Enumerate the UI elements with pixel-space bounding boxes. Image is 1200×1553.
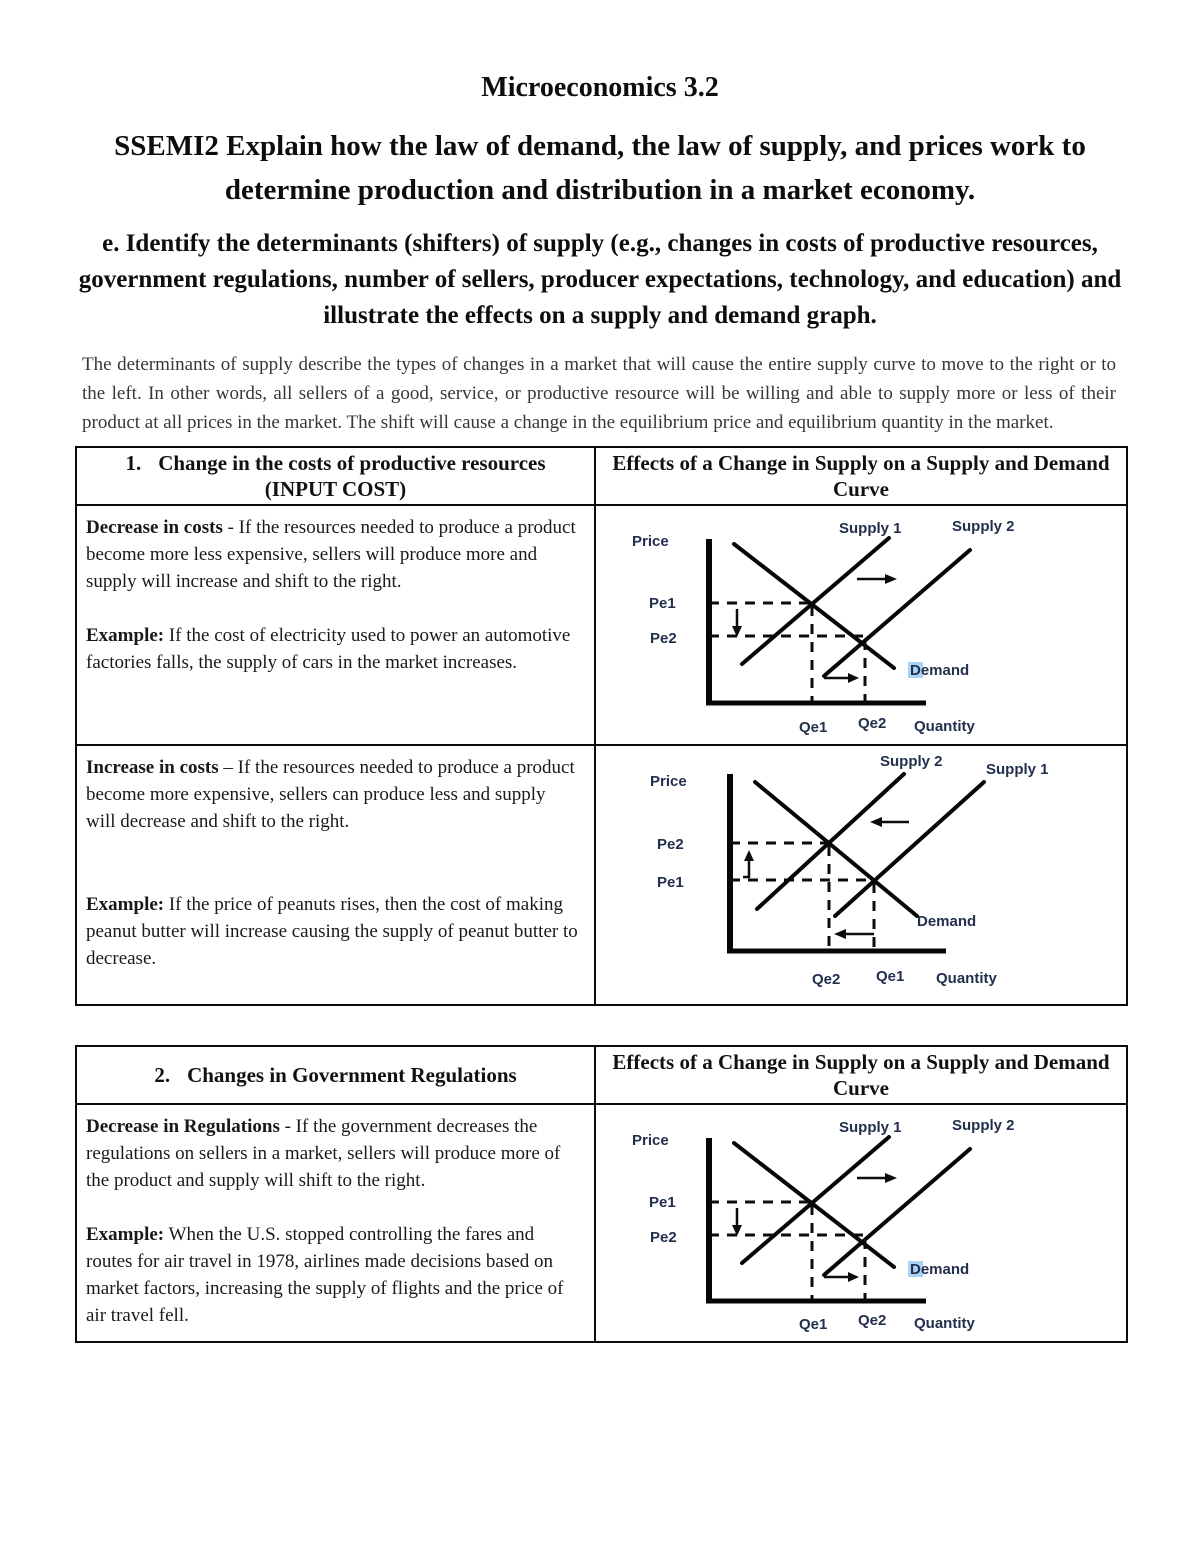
pe2-label: Pe2 bbox=[650, 1229, 677, 1246]
increase-costs-definition: Increase in costs – If the resources nee… bbox=[86, 757, 575, 832]
element-heading: e. Identify the determinants (shifters) … bbox=[78, 230, 1122, 329]
table-government-regulations: 2. Changes in Government Regulations Effe… bbox=[75, 1045, 1128, 1343]
supply-decrease-graph: Price Supply 2 Supply 1 bbox=[650, 753, 1049, 988]
quantity-axis-label: Quantity bbox=[914, 1315, 975, 1332]
quantity-right-arrow bbox=[824, 1272, 859, 1282]
decrease-regulations-definition: Decrease in Regulations - If the governm… bbox=[86, 1116, 561, 1191]
qe1-label: Qe1 bbox=[799, 1316, 827, 1333]
demand-label: Demand bbox=[910, 1261, 969, 1278]
demand-curve bbox=[732, 542, 896, 670]
page-title: Microeconomics 3.2 bbox=[481, 72, 719, 103]
pe2-label: Pe2 bbox=[650, 630, 677, 647]
price-down-arrow bbox=[732, 609, 742, 637]
supply2-label: Supply 2 bbox=[952, 518, 1015, 535]
supply1-curve bbox=[833, 780, 986, 918]
shift-left-arrow bbox=[870, 817, 909, 827]
supply-increase-graph-cell-1: Price Supply 1 Supply 2 bbox=[594, 504, 1128, 746]
supply-increase-graph-cell-2: Price Supply 1 Supply 2 bbox=[594, 1103, 1128, 1343]
quantity-axis-label: Quantity bbox=[914, 718, 975, 735]
increase-costs-term: Increase in costs bbox=[86, 757, 219, 778]
table-2-topic-header: 2. Changes in Government Regulations bbox=[75, 1045, 596, 1105]
qe2-label: Qe2 bbox=[858, 1312, 886, 1329]
qe2-label: Qe2 bbox=[858, 715, 886, 732]
supply-increase-graph-1: Price Supply 1 Supply 2 bbox=[632, 518, 1015, 736]
quantity-right-arrow bbox=[824, 673, 859, 683]
shift-right-arrow bbox=[857, 1173, 897, 1183]
supply1-curve bbox=[740, 536, 891, 666]
supply1-label: Supply 1 bbox=[986, 761, 1049, 778]
supply2-curve bbox=[755, 772, 906, 911]
table-1-row-increase-costs: Increase in costs – If the resources nee… bbox=[75, 744, 1128, 1006]
table-1-row-decrease-costs: Decrease in costs - If the resources nee… bbox=[75, 504, 1128, 746]
supply1-label: Supply 1 bbox=[839, 520, 902, 537]
decrease-regulations-cell: Decrease in Regulations - If the governm… bbox=[75, 1103, 596, 1343]
quantity-axis-label: Quantity bbox=[936, 970, 997, 987]
supply1-label: Supply 1 bbox=[839, 1119, 902, 1136]
table-1-title: Change in the costs of productive resour… bbox=[158, 451, 546, 501]
table-2-effects-header: Effects of a Change in Supply on a Suppl… bbox=[594, 1045, 1128, 1105]
price-down-arrow bbox=[732, 1208, 742, 1236]
table-2-row-decrease-regulations: Decrease in Regulations - If the governm… bbox=[75, 1103, 1128, 1343]
table-2-number: 2. bbox=[154, 1063, 171, 1087]
supply-increase-graph-2: Price Supply 1 Supply 2 bbox=[632, 1117, 1015, 1333]
pe1-label: Pe1 bbox=[657, 874, 684, 891]
pe2-label: Pe2 bbox=[657, 836, 684, 853]
pe1-label: Pe1 bbox=[649, 595, 676, 612]
table-1-topic-header: 1. Change in the costs of productive reso… bbox=[75, 446, 596, 506]
increase-costs-cell: Increase in costs – If the resources nee… bbox=[75, 744, 596, 1006]
supply1-curve bbox=[740, 1135, 891, 1265]
decrease-costs-definition: Decrease in costs - If the resources nee… bbox=[86, 517, 576, 592]
decrease-costs-example: Example: If the cost of electricity used… bbox=[86, 625, 571, 673]
table-2-header-row: 2. Changes in Government Regulations Effe… bbox=[75, 1045, 1128, 1105]
table-2-title: Changes in Government Regulations bbox=[187, 1063, 517, 1087]
supply2-curve bbox=[822, 548, 972, 678]
price-axis-label: Price bbox=[632, 1132, 669, 1149]
qe1-label: Qe1 bbox=[876, 968, 904, 985]
demand-label: Demand bbox=[910, 662, 969, 679]
equilibrium-dashed-lines bbox=[709, 601, 867, 702]
demand-label: Demand bbox=[917, 913, 976, 930]
decrease-regulations-example: Example: When the U.S. stopped controlli… bbox=[86, 1224, 564, 1326]
price-axis-label: Price bbox=[650, 773, 687, 790]
shift-right-arrow bbox=[857, 574, 897, 584]
supply2-curve bbox=[822, 1147, 972, 1277]
demand-label-highlight bbox=[908, 1261, 923, 1277]
supply2-label: Supply 2 bbox=[880, 753, 943, 770]
decrease-regulations-term: Decrease in Regulations bbox=[86, 1116, 280, 1137]
price-up-arrow bbox=[743, 850, 754, 879]
standard-heading: SSEMI2 Explain how the law of demand, th… bbox=[114, 130, 1086, 206]
demand-curve bbox=[732, 1141, 896, 1269]
demand-curve bbox=[753, 780, 919, 918]
decrease-costs-cell: Decrease in costs - If the resources nee… bbox=[75, 504, 596, 746]
pe1-label: Pe1 bbox=[649, 1194, 676, 1211]
table-input-cost: 1. Change in the costs of productive reso… bbox=[75, 446, 1128, 1006]
supply-decrease-graph-cell: Price Supply 2 Supply 1 bbox=[594, 744, 1128, 1006]
supply2-label: Supply 2 bbox=[952, 1117, 1015, 1134]
quantity-left-arrow bbox=[834, 929, 874, 939]
table-1-effects-header: Effects of a Change in Supply on a Suppl… bbox=[594, 446, 1128, 506]
table-1-number: 1. bbox=[125, 451, 142, 475]
table-1-header-row: 1. Change in the costs of productive reso… bbox=[75, 446, 1128, 506]
decrease-costs-term: Decrease in costs bbox=[86, 517, 223, 538]
price-axis-label: Price bbox=[632, 533, 669, 550]
equilibrium-dashed-lines bbox=[709, 1200, 867, 1300]
demand-label-highlight bbox=[908, 662, 923, 678]
qe1-label: Qe1 bbox=[799, 719, 827, 736]
increase-costs-example: Example: If the price of peanuts rises, … bbox=[86, 894, 578, 969]
intro-paragraph: The determinants of supply describe the … bbox=[82, 354, 1116, 433]
qe2-label: Qe2 bbox=[812, 971, 840, 988]
